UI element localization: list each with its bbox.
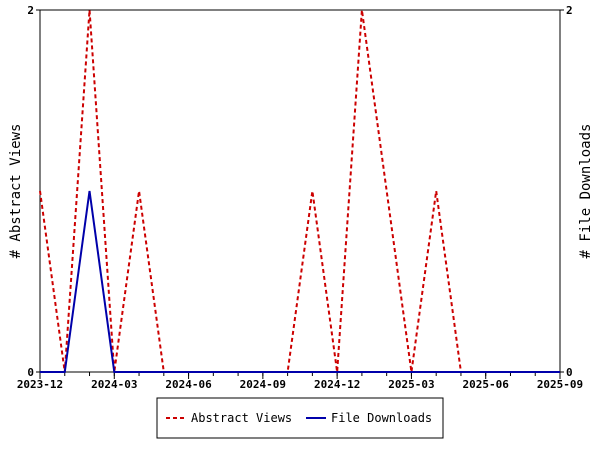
legend-item-file-downloads-label: File Downloads [331, 411, 432, 425]
x-tick-label: 2024-03 [91, 378, 137, 391]
series-line-file-downloads [40, 190, 560, 373]
x-tick-label: 2023-12 [17, 378, 63, 391]
plot-frame [39, 9, 561, 373]
x-tick-label: 2024-12 [314, 378, 360, 391]
x-tick-label: 2025-09 [537, 378, 583, 391]
plot-area: 0 2 0 2 2023-12 2024-03 2024-06 2024-09 2024-12 2… [8, 4, 594, 439]
legend-box [156, 397, 444, 439]
y-left-tick-label: 2 [27, 4, 34, 17]
y-left-tick-label: 0 [27, 366, 34, 379]
legend: Abstract Views File Downloads [156, 397, 444, 439]
x-tick-label: 2024-09 [240, 378, 286, 391]
y-right-axis-title: # File Downloads [578, 124, 594, 259]
x-tick-label: 2024-06 [165, 378, 212, 391]
y-right-tick-label: 0 [566, 366, 573, 379]
series-line-abstract-views [39, 9, 560, 373]
x-tick-label: 2025-06 [463, 378, 510, 391]
legend-item-abstract-views-label: Abstract Views [191, 411, 292, 425]
y-right-tick-label: 2 [566, 4, 573, 17]
y-left-axis-title: # Abstract Views [8, 124, 24, 259]
x-tick-label: 2025-03 [388, 378, 434, 391]
